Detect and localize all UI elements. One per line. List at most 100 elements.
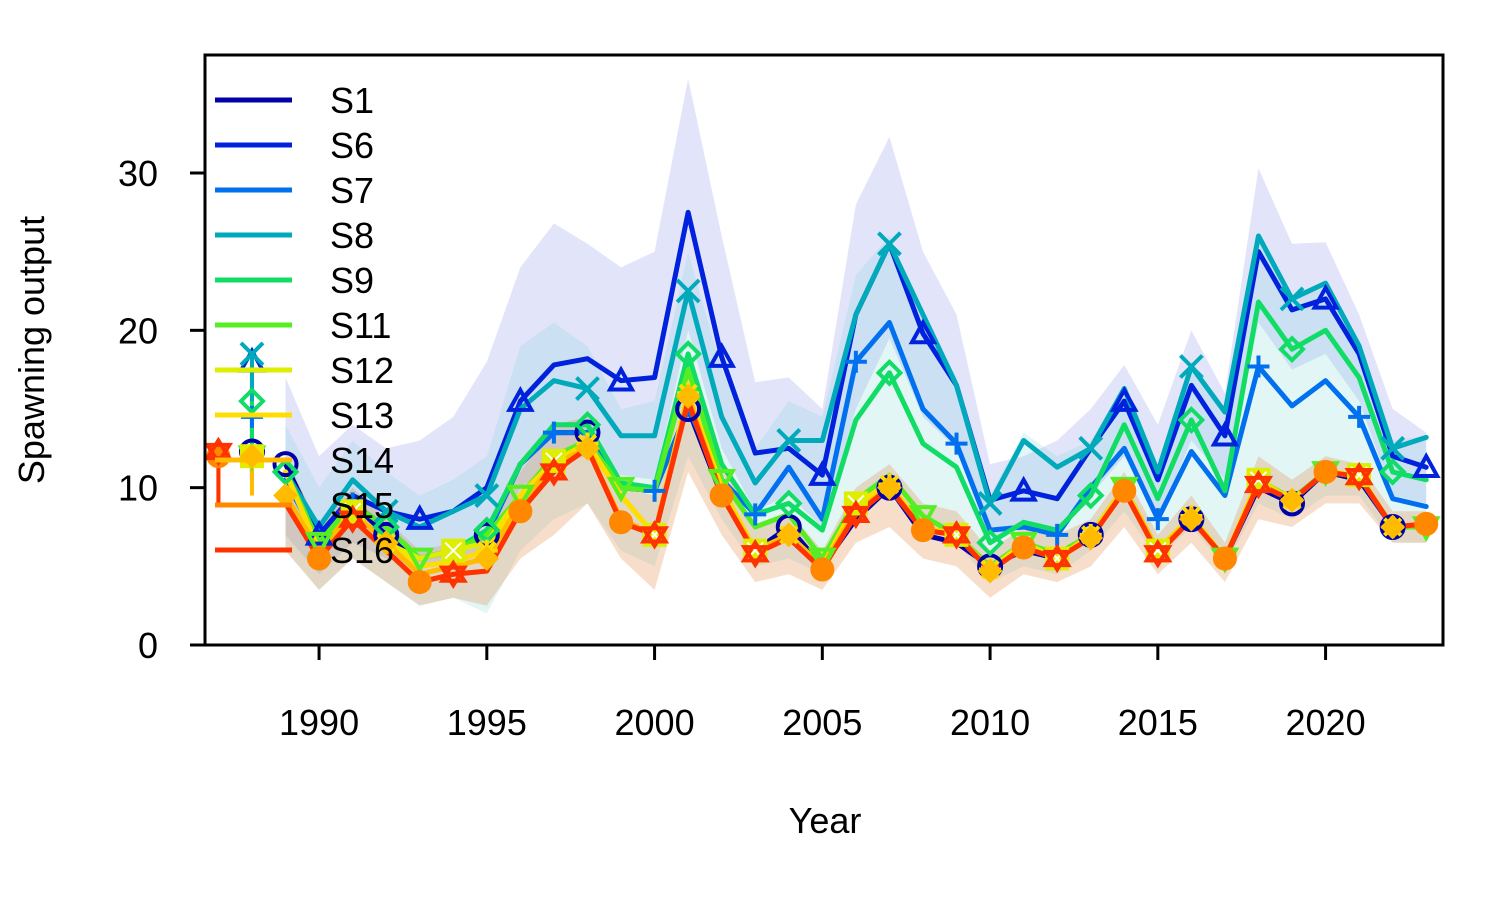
point-s11 [606,476,636,503]
point-s15 [709,483,734,508]
point-s7 [1046,523,1069,546]
point-s16 [941,520,972,550]
point-s14 [1178,506,1204,532]
point-s7 [643,479,666,502]
point-s15 [1414,511,1439,536]
point-s9 [976,528,1004,557]
point-s6 [1210,420,1240,447]
point-s14 [1078,525,1104,551]
legend-item-s13: S13 [215,395,394,436]
point-s8 [575,376,600,401]
legend-label: S7 [330,170,374,211]
legend-item-s1: S1 [215,80,374,121]
x-axis-title: Year [789,800,862,841]
point-s8 [474,483,500,508]
legend-item-s15: S15 [215,485,394,526]
point-s8 [373,498,399,524]
plot-frame [203,53,1445,647]
uncertainty-bands [285,78,1427,614]
point-s14 [575,435,600,461]
point-s8 [1178,354,1204,379]
series-markers [203,231,1441,595]
point-s9 [1378,458,1407,486]
point-s11 [707,469,737,495]
point-s8 [1078,435,1104,461]
point-s8 [675,278,701,304]
point-s7 [844,350,867,373]
point-s16 [539,457,569,487]
point-s9 [1177,406,1206,434]
legend-item-s11: S11 [215,305,391,346]
legend-label: S9 [330,260,374,301]
y-tick-label: 0 [138,625,158,666]
point-s11 [405,547,435,574]
point-s16 [841,499,871,530]
axes: 1990 1995 2000 2005 2010 2015 2020 0 10 20 30 [118,153,1366,743]
legend-item-s9: S9 [215,260,374,301]
legend-item-s7: S7 [215,170,374,211]
point-s9 [774,489,803,518]
point-s6 [908,318,938,345]
point-s12 [441,538,466,563]
point-s7 [1247,355,1270,378]
point-s6 [1311,283,1340,310]
point-s6 [606,365,636,392]
legend-label: S13 [330,395,394,436]
series-line-s8 [283,233,1429,530]
point-s9 [1278,335,1306,364]
initial-point-s8 [239,341,265,367]
point-s9 [1076,481,1105,510]
x-tick-label: 2020 [1286,702,1366,743]
point-s14 [776,522,802,548]
point-s14 [373,530,399,556]
point-s7 [542,421,565,444]
legend-item-s6: S6 [215,125,374,166]
point-s7 [744,503,767,526]
point-s15 [508,499,533,524]
legend-label: S15 [330,485,394,526]
x-tick-label: 1990 [279,702,359,743]
legend-item-s8: S8 [215,215,374,256]
point-s6 [1411,452,1441,479]
point-s15 [1313,459,1338,484]
point-s7 [945,432,968,455]
x-tick-label: 2000 [615,702,695,743]
point-s11 [908,505,938,532]
point-s6 [1009,475,1039,502]
point-s6 [405,504,435,530]
x-tick-label: 2015 [1118,702,1198,743]
point-s8 [877,231,902,257]
legend-label: S16 [330,530,394,571]
point-s15 [810,557,835,582]
point-s11 [505,484,535,511]
point-s16 [740,538,770,569]
legend-item-s16: S16 [215,530,394,571]
point-s14 [474,546,500,571]
point-s16 [1243,469,1274,500]
legend-label: S11 [330,305,391,346]
point-s8 [977,490,1003,516]
point-s7 [1348,405,1371,428]
x-tick-label: 2010 [950,702,1030,743]
point-s14 [977,558,1003,584]
point-s15 [1011,535,1036,560]
point-s11 [304,531,334,558]
point-s1 [272,451,299,478]
y-tick-label: 30 [118,153,158,194]
y-tick-label: 20 [118,310,158,351]
point-s7 [1146,508,1169,531]
legend-label: S6 [330,125,374,166]
point-s14 [1279,487,1305,513]
point-s9 [875,358,904,387]
point-s16 [338,504,368,534]
legend-label: S14 [330,440,394,481]
point-s8 [1279,286,1305,312]
point-s8 [776,428,802,453]
legend-label: S8 [330,215,374,256]
point-s16 [639,520,670,550]
point-s14 [675,383,701,409]
point-s14 [877,475,902,501]
point-s15 [609,510,634,535]
